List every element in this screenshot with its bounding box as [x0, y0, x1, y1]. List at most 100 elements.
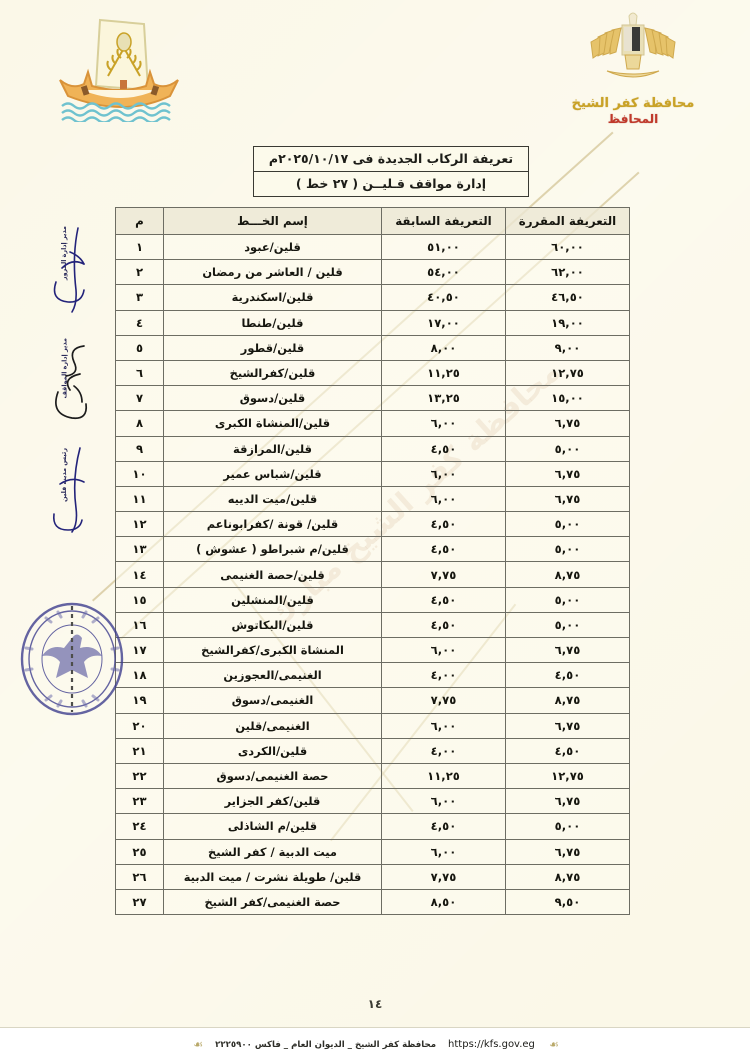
cell-number: ١٥ [115, 586, 164, 613]
cell-new-tariff: ١٩,٠٠ [505, 309, 630, 336]
table-header-row: التعريفة المقررة التعريفة السابقة إسم ال… [115, 207, 630, 235]
cell-previous-tariff: ٨,٥٠ [381, 888, 506, 916]
tariff-table: التعريفة المقررة التعريفة السابقة إسم ال… [115, 207, 630, 916]
cell-line-name: قلين/المنشلين [163, 586, 382, 613]
cell-number: ١٢ [115, 511, 164, 538]
cell-previous-tariff: ٦,٠٠ [381, 712, 506, 739]
cell-new-tariff: ٦,٧٥ [505, 838, 630, 865]
cell-number: ١٩ [115, 687, 164, 714]
cell-new-tariff: ٦,٧٥ [505, 460, 630, 487]
cell-previous-tariff: ٤,٠٠ [381, 662, 506, 689]
cell-line-name: حصة الغنيمى/دسوق [163, 762, 382, 790]
table-row: ٥,٠٠ ٤,٥٠ قلين/المرازقة ٩ [115, 435, 630, 462]
cell-line-name: قلين/كفرالشيخ [163, 359, 382, 387]
cell-new-tariff: ١٢,٧٥ [505, 359, 630, 387]
footer-ornament-left-icon: ☙ [549, 1037, 559, 1051]
cell-previous-tariff: ٨,٠٠ [381, 334, 506, 361]
cell-new-tariff: ٦,٧٥ [505, 788, 630, 815]
cell-number: ٢٢ [115, 762, 164, 790]
cell-line-name: قلين/المنشاة الكبرى [163, 410, 382, 437]
cell-new-tariff: ٥,٠٠ [505, 586, 630, 613]
kafr-el-sheikh-boat-emblem-icon [48, 14, 188, 124]
handwritten-signature-icon [52, 447, 85, 533]
cell-previous-tariff: ٤,٥٠ [381, 511, 506, 538]
table-row: ٦,٧٥ ٦,٠٠ الغنيمى/قلين ٢٠ [115, 712, 630, 739]
table-row: ٨,٧٥ ٧,٧٥ قلين/ طويلة نشرت / ميت الدبية ٢٦ [115, 863, 630, 890]
cell-previous-tariff: ١١,٢٥ [381, 762, 506, 790]
cell-new-tariff: ٩,٠٠ [505, 334, 630, 361]
cell-number: ٢٥ [115, 838, 164, 865]
cell-previous-tariff: ٤,٠٠ [381, 737, 506, 764]
cell-previous-tariff: ٧,٧٥ [381, 687, 506, 714]
cell-new-tariff: ٦,٧٥ [505, 712, 630, 739]
cell-previous-tariff: ٥٤,٠٠ [381, 259, 506, 286]
cell-previous-tariff: ٦,٠٠ [381, 838, 506, 865]
footer-url[interactable]: https://kfs.gov.eg [448, 1039, 535, 1050]
cell-line-name: قلين/ طويلة نشرت / ميت الدبية [163, 863, 382, 890]
cell-new-tariff: ٥,٠٠ [505, 813, 630, 840]
column-header-line-name: إسم الخـــط [163, 207, 382, 235]
table-row: ١٢,٧٥ ١١,٢٥ حصة الغنيمى/دسوق ٢٢ [115, 762, 630, 790]
cell-line-name: قلين/طنطا [163, 309, 382, 336]
cell-new-tariff: ٤,٥٠ [505, 662, 630, 689]
cell-line-name: ميت الدبية / كفر الشيخ [163, 838, 382, 865]
cell-line-name: قلين / العاشر من رمضان [163, 259, 382, 286]
table-row: ٩,٠٠ ٨,٠٠ قلين/قطور ٥ [115, 334, 630, 361]
cell-number: ٨ [115, 410, 164, 437]
table-row: ١٢,٧٥ ١١,٢٥ قلين/كفرالشيخ ٦ [115, 359, 630, 387]
cell-new-tariff: ٥,٠٠ [505, 511, 630, 538]
cell-previous-tariff: ١٧,٠٠ [381, 309, 506, 336]
table-row: ١٥,٠٠ ١٣,٢٥ قلين/دسوق ٧ [115, 385, 630, 412]
cell-new-tariff: ٨,٧٥ [505, 863, 630, 890]
cell-line-name: قلين/دسوق [163, 385, 382, 412]
cell-new-tariff: ٥,٠٠ [505, 435, 630, 462]
table-row: ٨,٧٥ ٧,٧٥ الغنيمى/دسوق ١٩ [115, 687, 630, 714]
cell-previous-tariff: ١٣,٢٥ [381, 385, 506, 412]
cell-new-tariff: ٨,٧٥ [505, 687, 630, 714]
table-row: ٤,٥٠ ٤,٠٠ قلين/الكردى ٢١ [115, 737, 630, 764]
cell-previous-tariff: ٦,٠٠ [381, 788, 506, 815]
table-row: ٦٢,٠٠ ٥٤,٠٠ قلين / العاشر من رمضان ٢ [115, 259, 630, 286]
footer-ornament-right-icon: ☙ [193, 1037, 204, 1051]
cell-number: ١ [115, 233, 164, 261]
cell-new-tariff: ١٢,٧٥ [505, 762, 630, 790]
cell-line-name: قلين/المرازقة [163, 435, 382, 462]
cell-line-name: قلين/حصة الغنيمى [163, 561, 382, 588]
cell-previous-tariff: ٥١,٠٠ [381, 233, 506, 261]
cell-number: ١٧ [115, 636, 164, 664]
cell-new-tariff: ١٥,٠٠ [505, 385, 630, 412]
handwritten-signature-icon [53, 227, 85, 313]
table-row: ٦,٧٥ ٦,٠٠ ميت الدبية / كفر الشيخ ٢٥ [115, 838, 630, 865]
cell-number: ١١ [115, 485, 164, 513]
table-row: ٦,٧٥ ٦,٠٠ قلين/كفر الجزاير ٢٣ [115, 788, 630, 815]
cell-previous-tariff: ٦,٠٠ [381, 485, 506, 513]
table-row: ٦٠,٠٠ ٥١,٠٠ قلين/عبود ١ [115, 233, 630, 261]
cell-number: ٥ [115, 334, 164, 361]
cell-line-name: قلين/م الشاذلى [163, 813, 382, 840]
cell-number: ١٦ [115, 611, 164, 639]
emblem-governor-text: المحافظ [607, 112, 659, 126]
official-round-stamp-icon [16, 598, 128, 720]
document-footer: ☙ https://kfs.gov.eg محافظة كفر الشيخ _ … [0, 1027, 750, 1061]
column-header-new-tariff: التعريفة المقررة [505, 207, 630, 235]
cell-number: ٢٤ [115, 813, 164, 840]
cell-previous-tariff: ٤,٥٠ [381, 536, 506, 563]
cell-new-tariff: ٩,٥٠ [505, 888, 630, 916]
cell-previous-tariff: ٦,٠٠ [381, 460, 506, 487]
table-row: ٦,٧٥ ٦,٠٠ قلين/المنشاة الكبرى ٨ [115, 410, 630, 437]
table-row: ٦,٧٥ ٦,٠٠ المنشاة الكبرى/كفرالشيخ ١٧ [115, 636, 630, 664]
cell-number: ٢١ [115, 737, 164, 764]
column-header-number: م [115, 207, 164, 235]
cell-line-name: قلين/شباس عمير [163, 460, 382, 487]
cell-number: ٩ [115, 435, 164, 462]
cell-number: ١٠ [115, 460, 164, 487]
table-row: ٨,٧٥ ٧,٧٥ قلين/حصة الغنيمى ١٤ [115, 561, 630, 588]
signature-block: مدير إدارة المواقف [16, 330, 116, 440]
cell-previous-tariff: ٤٠,٥٠ [381, 284, 506, 311]
cell-previous-tariff: ٦,٠٠ [381, 410, 506, 437]
cell-number: ٣ [115, 284, 164, 311]
cell-line-name: قلين/م شبراطو ( عشوش ) [163, 536, 382, 563]
cell-line-name: قلين/كفر الجزاير [163, 788, 382, 815]
cell-previous-tariff: ٦,٠٠ [381, 636, 506, 664]
cell-number: ٢ [115, 259, 164, 286]
